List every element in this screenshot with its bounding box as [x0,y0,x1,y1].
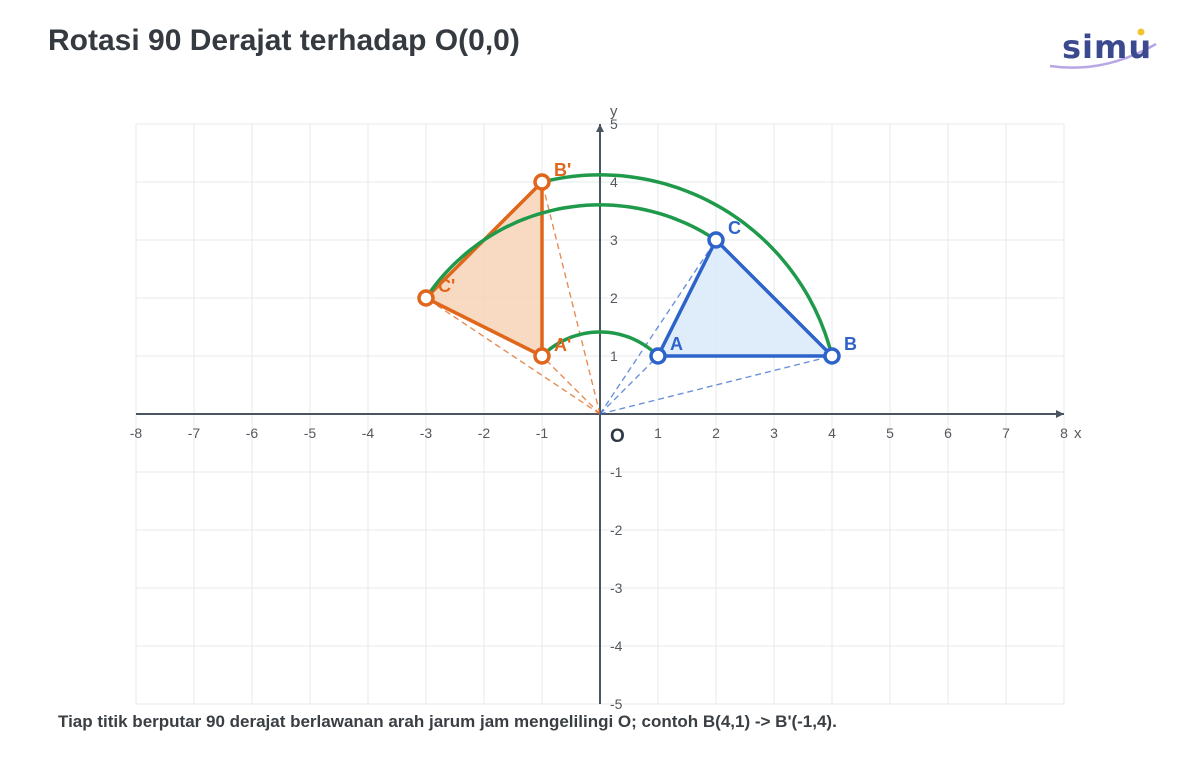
original-point-label: C [728,218,741,238]
logo-text: simu [1062,28,1153,66]
x-tick-label: -2 [478,425,491,441]
y-tick-label: -3 [610,580,623,596]
x-tick-label: -5 [304,425,317,441]
original-triangle [656,238,834,358]
y-axis-arrow-icon [596,124,604,132]
y-tick-label: -5 [610,696,623,712]
y-tick-label: 3 [610,232,618,248]
y-tick-label: 4 [610,174,618,190]
original-point [649,347,667,365]
origin-label: O [610,426,625,447]
rotated-point-label: B' [554,160,571,180]
rotation-arc [540,330,660,358]
y-tick-label: -1 [610,464,623,480]
x-tick-label: 6 [944,425,952,441]
x-tick-label: 8 [1060,425,1068,441]
rotated-point-label: C' [438,276,455,296]
simu-logo: simu [1044,22,1164,78]
y-tick-label: 1 [610,348,618,364]
x-tick-label: 1 [654,425,662,441]
original-point-label: A [670,334,683,354]
x-tick-label: 3 [770,425,778,441]
rotated-point [533,173,551,191]
original-point [707,231,725,249]
radius-line-original [599,355,659,415]
x-axis-label: x [1074,425,1082,442]
x-tick-label: -1 [536,425,549,441]
rotated-point [417,289,435,307]
x-axis-arrow-icon [1056,410,1064,418]
radius-line-rotated [541,355,601,415]
x-tick-label: 2 [712,425,720,441]
rotation-arc [540,173,834,358]
x-tick-label: -7 [188,425,201,441]
x-tick-label: -3 [420,425,433,441]
rotated-point [533,347,551,365]
radius-line-original [599,239,717,415]
x-tick-label: -4 [362,425,375,441]
x-tick-label: -8 [130,425,143,441]
x-tick-label: 7 [1002,425,1010,441]
y-axis-label: y [610,103,618,120]
original-point-label: B [844,334,857,354]
radius-line-rotated [425,297,601,415]
original-point [823,347,841,365]
page-title: Rotasi 90 Derajat terhadap O(0,0) [48,24,520,57]
y-tick-label: -4 [610,638,623,654]
y-tick-label: 5 [610,116,618,132]
rotation-arc [424,203,718,300]
rotated-point-label: A' [554,335,571,355]
logo-swoosh-icon [1049,28,1157,69]
x-tick-label: 4 [828,425,836,441]
x-tick-label: 5 [886,425,894,441]
y-tick-label: 2 [610,290,618,306]
caption-text: Tiap titik berputar 90 derajat berlawana… [58,712,837,731]
x-tick-label: -6 [246,425,259,441]
y-tick-label: -2 [610,522,623,538]
